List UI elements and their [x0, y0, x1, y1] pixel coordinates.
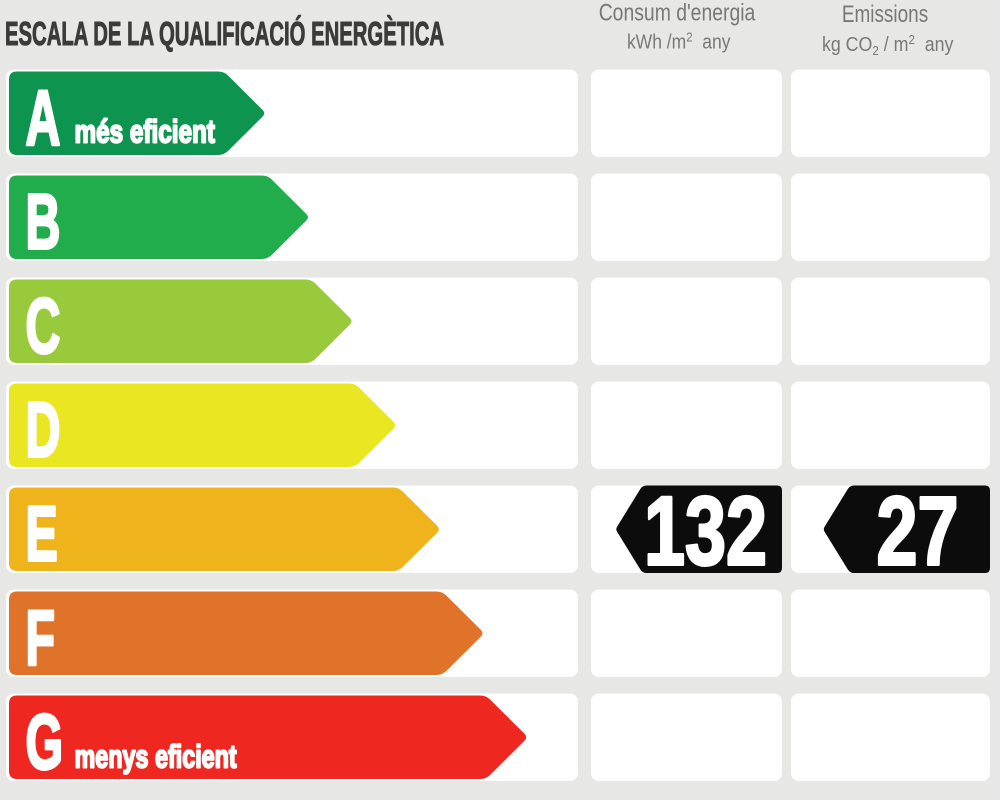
svg-text:F: F	[26, 594, 56, 682]
svg-text:G: G	[26, 698, 64, 786]
svg-text:Consum d'energia: Consum d'energia	[599, 0, 756, 26]
svg-text:E: E	[26, 490, 58, 578]
svg-text:ESCALA DE LA QUALIFICACIÓ ENER: ESCALA DE LA QUALIFICACIÓ ENERGÈTICA	[5, 15, 444, 52]
svg-text:kWh /m2 any: kWh /m2 any	[627, 30, 731, 53]
svg-text:A: A	[26, 74, 61, 162]
svg-text:menys eficient: menys eficient	[75, 739, 237, 774]
svg-text:Emissions: Emissions	[842, 0, 928, 28]
svg-text:B: B	[26, 178, 61, 266]
svg-text:27: 27	[877, 478, 959, 586]
svg-text:D: D	[26, 386, 61, 474]
svg-text:C: C	[26, 282, 61, 370]
svg-text:més eficient: més eficient	[75, 114, 216, 150]
svg-text:132: 132	[644, 478, 767, 586]
svg-text:kg CO2 / m2 any: kg CO2 / m2 any	[822, 32, 954, 58]
